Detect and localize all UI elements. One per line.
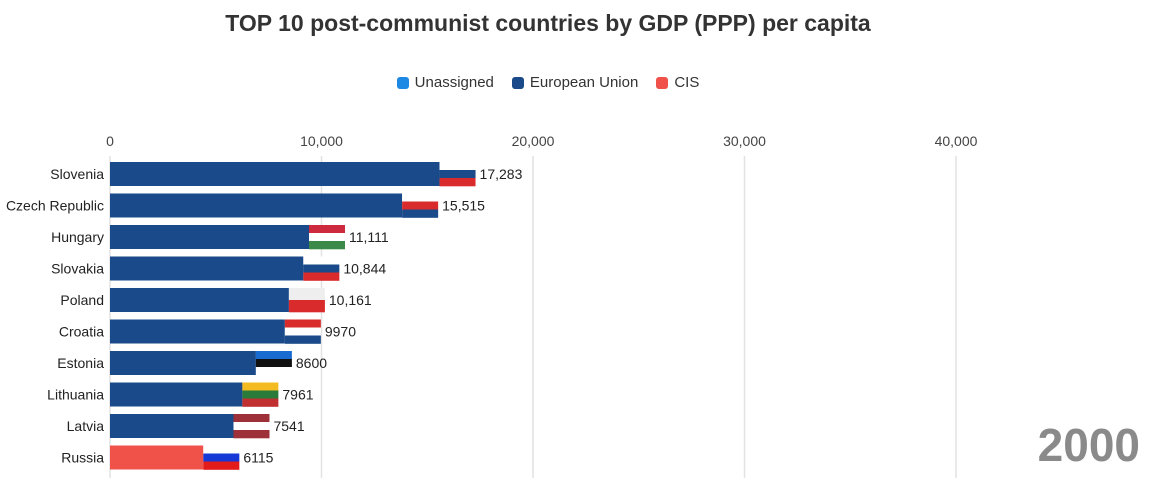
flag-stripe (308, 233, 345, 242)
x-tick-label: 10,000 (300, 133, 343, 149)
flag-stripe (233, 422, 270, 431)
flag-stripe (255, 351, 292, 360)
flag-stripe (203, 453, 240, 462)
flag-stripe (402, 201, 439, 210)
category-label: Latvia (67, 418, 105, 434)
value-label: 15,515 (442, 198, 485, 214)
x-tick-label: 0 (106, 133, 114, 149)
x-tick-label: 20,000 (512, 133, 555, 149)
legend-item-unassigned[interactable]: Unassigned (396, 74, 494, 91)
bar (110, 225, 309, 249)
value-label: 17,283 (480, 166, 523, 182)
bar (110, 414, 234, 438)
x-tick-label: 40,000 (935, 133, 978, 149)
flag-stripe (288, 288, 325, 301)
legend-swatch-european-union (511, 76, 524, 89)
flag-stripe (242, 382, 279, 391)
year-label: 2000 (1037, 419, 1140, 471)
category-label: Croatia (59, 324, 104, 340)
category-label: Lithuania (47, 387, 104, 403)
category-label: Hungary (51, 229, 104, 245)
bar (110, 382, 243, 407)
category-label: Slovakia (51, 261, 104, 277)
flag-stripe (242, 398, 279, 407)
category-label: Czech Republic (6, 198, 104, 214)
flag-stripe (284, 319, 321, 328)
bar (110, 288, 289, 312)
flag-stripe (303, 264, 340, 273)
chart-legend: Unassigned European Union CIS (0, 74, 1096, 91)
value-label: 8600 (296, 355, 327, 371)
flag-stripe (303, 272, 340, 281)
chart-title: TOP 10 post-communist countries by GDP (… (225, 10, 871, 36)
x-tick-label: 30,000 (723, 133, 766, 149)
bar (110, 319, 285, 344)
flag-stripe (255, 359, 292, 368)
bar (110, 351, 256, 375)
bar (110, 193, 403, 218)
value-label: 7541 (273, 418, 304, 434)
flag-stripe (439, 162, 476, 171)
category-label: Slovenia (50, 166, 104, 182)
flag-stripe (255, 367, 292, 376)
legend-label-cis: CIS (674, 74, 700, 91)
flag-stripe (439, 170, 476, 179)
flag-stripe (284, 327, 321, 336)
legend-item-cis[interactable]: CIS (656, 74, 699, 91)
flag-stripe (308, 241, 345, 250)
legend-label-european-union: European Union (529, 74, 639, 91)
flag-stripe (402, 193, 439, 202)
category-label: Estonia (57, 355, 104, 371)
bar (110, 256, 304, 281)
value-label: 9970 (325, 324, 356, 340)
flag-stripe (439, 178, 476, 187)
flag-stripe (203, 445, 240, 454)
flag-stripe (402, 209, 439, 218)
flag-stripe (233, 414, 270, 423)
category-label: Russia (61, 450, 104, 466)
legend-swatch-cis (656, 76, 669, 89)
flag-stripe (303, 256, 340, 265)
legend-label-unassigned: Unassigned (414, 74, 494, 91)
flag-stripe (308, 225, 345, 234)
legend-item-european-union[interactable]: European Union (511, 74, 639, 91)
bar (110, 162, 440, 186)
value-label: 11,111 (349, 229, 389, 245)
flag-stripe (233, 430, 270, 439)
value-label: 10,161 (329, 292, 372, 308)
flag-stripe (203, 461, 240, 470)
bar (110, 445, 204, 470)
flag-stripe (284, 335, 321, 344)
flag-stripe (242, 390, 279, 399)
value-label: 10,844 (343, 261, 386, 277)
category-label: Poland (60, 292, 104, 308)
flag-stripe (288, 300, 325, 313)
value-label: 7961 (282, 387, 313, 403)
value-label: 6115 (243, 450, 273, 466)
legend-swatch-unassigned (396, 76, 409, 89)
